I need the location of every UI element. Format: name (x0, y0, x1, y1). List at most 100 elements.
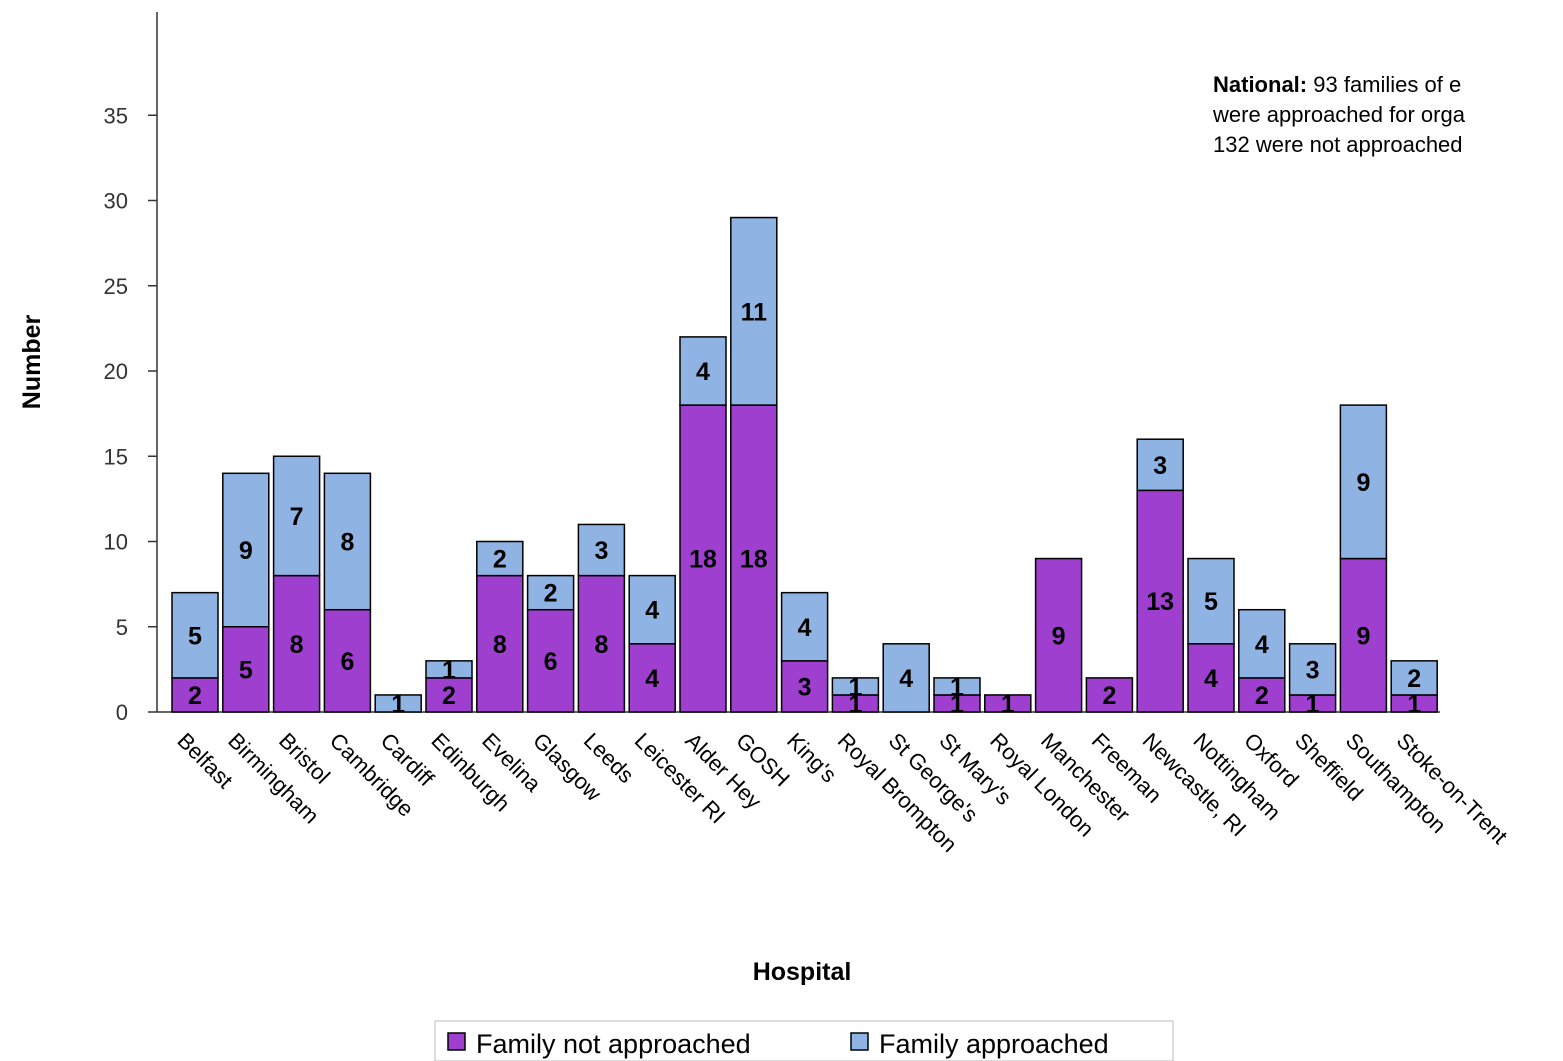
data-label-not-approached-newcastle-ri: 13 (1146, 588, 1174, 616)
legend-label-not-approached: Family not approached (476, 1029, 751, 1059)
x-axis-title: Hospital (753, 958, 852, 986)
data-label-approached-bristol: 7 (290, 503, 304, 531)
bar-not-approached-newcastle-ri (1136, 489, 1184, 713)
bar-approached-royal-brompton (831, 677, 880, 696)
bar-approached-birmingham (222, 472, 270, 628)
data-label-approached-oxford: 4 (1255, 631, 1269, 659)
y-tick-label-25: 25 (104, 274, 128, 299)
y-axis-title: Number (18, 315, 46, 410)
annotation-text-1: 93 families of e (1313, 72, 1462, 97)
data-label-not-approached-alder-hey: 18 (689, 546, 717, 574)
bar-not-approached-king-s (780, 660, 829, 713)
data-label-not-approached-nottingham: 4 (1204, 665, 1218, 693)
bar-not-approached-oxford (1238, 677, 1286, 713)
bar-approached-cardiff (374, 694, 422, 713)
data-label-not-approached-southampton: 9 (1356, 622, 1370, 650)
bar-approached-evelina (476, 540, 524, 577)
bar-approached-king-s (780, 591, 829, 662)
bar-not-approached-freeman (1085, 677, 1134, 713)
bar-not-approached-southampton (1339, 557, 1388, 713)
data-label-approached-st-mary-s: 1 (950, 673, 964, 701)
bar-approached-alder-hey (679, 336, 727, 406)
bar-approached-newcastle-ri (1136, 438, 1184, 492)
legend-swatch-approached (850, 1032, 869, 1051)
y-tick-label-15: 15 (104, 444, 128, 469)
bar-not-approached-leeds (577, 574, 626, 713)
data-label-approached-nottingham: 5 (1204, 588, 1218, 616)
y-tick-label-10: 10 (104, 530, 128, 555)
data-label-approached-stoke-on-trent: 2 (1407, 665, 1421, 693)
bar-not-approached-alder-hey (679, 404, 727, 713)
data-label-not-approached-sheffield: 1 (1306, 690, 1320, 718)
bar-approached-oxford (1238, 608, 1286, 679)
bar-approached-southampton (1339, 404, 1388, 560)
bar-not-approached-evelina (476, 574, 524, 713)
data-label-approached-alder-hey: 4 (696, 358, 710, 386)
legend-frame (434, 1020, 1174, 1061)
data-label-not-approached-birmingham: 5 (239, 656, 253, 684)
data-label-not-approached-king-s: 3 (798, 673, 812, 701)
data-label-not-approached-oxford: 2 (1255, 682, 1269, 710)
y-tick-label-30: 30 (104, 189, 128, 214)
data-label-approached-cardiff: 1 (391, 690, 405, 718)
legend-swatch-not-approached (447, 1032, 466, 1051)
data-label-approached-st-george-s: 4 (899, 665, 913, 693)
legend-label-approached: Family approached (879, 1029, 1109, 1059)
data-label-approached-cambridge: 8 (340, 529, 354, 557)
data-label-not-approached-leeds: 8 (594, 631, 608, 659)
data-label-not-approached-glasgow: 6 (544, 648, 558, 676)
x-tick-labels: BelfastBirminghamBristolCambridgeCardiff… (172, 728, 1512, 857)
y-tick-label-5: 5 (116, 615, 128, 640)
bar-approached-belfast (171, 591, 219, 679)
x-tick-label-king-s: King's (782, 728, 842, 788)
data-label-approached-royal-brompton: 1 (848, 673, 862, 701)
bar-approached-edinburgh (425, 660, 473, 679)
bar-approached-st-george-s (882, 643, 930, 713)
data-label-not-approached-stoke-on-trent: 1 (1407, 690, 1421, 718)
bar-approached-stoke-on-trent (1390, 660, 1438, 696)
y-tick-label-0: 0 (116, 700, 128, 725)
data-label-approached-king-s: 4 (798, 614, 812, 642)
data-label-approached-southampton: 9 (1356, 469, 1370, 497)
data-label-not-approached-cambridge: 6 (340, 648, 354, 676)
data-label-approached-edinburgh: 1 (442, 656, 456, 684)
data-label-not-approached-st-mary-s: 1 (950, 690, 964, 718)
legend: Family not approached Family approached (434, 1020, 1174, 1061)
data-label-approached-sheffield: 3 (1306, 656, 1320, 684)
bar-approached-st-mary-s (933, 677, 981, 696)
bar-approached-glasgow (526, 574, 575, 611)
bar-not-approached-edinburgh (425, 677, 473, 713)
bar-approached-leeds (577, 523, 626, 577)
bar-not-approached-bristol (272, 574, 321, 713)
bar-approached-cambridge (323, 472, 372, 611)
annotation-bold: National: (1213, 72, 1308, 97)
data-label-not-approached-manchester: 9 (1052, 622, 1066, 650)
data-label-approached-belfast: 5 (188, 622, 202, 650)
data-label-approached-gosh: 11 (741, 298, 768, 326)
bar-not-approached-royal-london (984, 694, 1032, 713)
data-label-not-approached-gosh: 18 (740, 546, 768, 574)
bar-not-approached-manchester (1034, 557, 1083, 713)
bar-approached-nottingham (1187, 557, 1235, 645)
data-label-not-approached-freeman: 2 (1102, 682, 1116, 710)
data-label-approached-evelina: 2 (493, 546, 507, 574)
x-tick-label-belfast: Belfast (172, 728, 237, 793)
y-ticks: 0 5 10 15 20 25 30 35 (104, 103, 157, 725)
data-label-approached-glasgow: 2 (544, 580, 558, 608)
data-label-not-approached-belfast: 2 (188, 682, 202, 710)
data-label-not-approached-royal-brompton: 1 (848, 690, 862, 718)
annotation-line-1: National: 93 families of e (1213, 70, 1563, 100)
y-tick-label-20: 20 (104, 359, 128, 384)
data-label-approached-leicester-ri: 4 (645, 597, 659, 625)
bar-approached-gosh (730, 216, 778, 406)
data-label-not-approached-leicester-ri: 4 (645, 665, 659, 693)
annotation-line-2: were approached for orga (1213, 102, 1465, 127)
bar-not-approached-belfast (171, 677, 219, 713)
annotation-line-3: 132 were not approached (1213, 132, 1463, 157)
bar-not-approached-leicester-ri (628, 643, 676, 713)
bar-not-approached-cambridge (323, 608, 372, 713)
data-label-not-approached-royal-london: 1 (1001, 690, 1015, 718)
data-label-approached-birmingham: 9 (239, 537, 253, 565)
data-label-approached-newcastle-ri: 3 (1153, 452, 1167, 480)
